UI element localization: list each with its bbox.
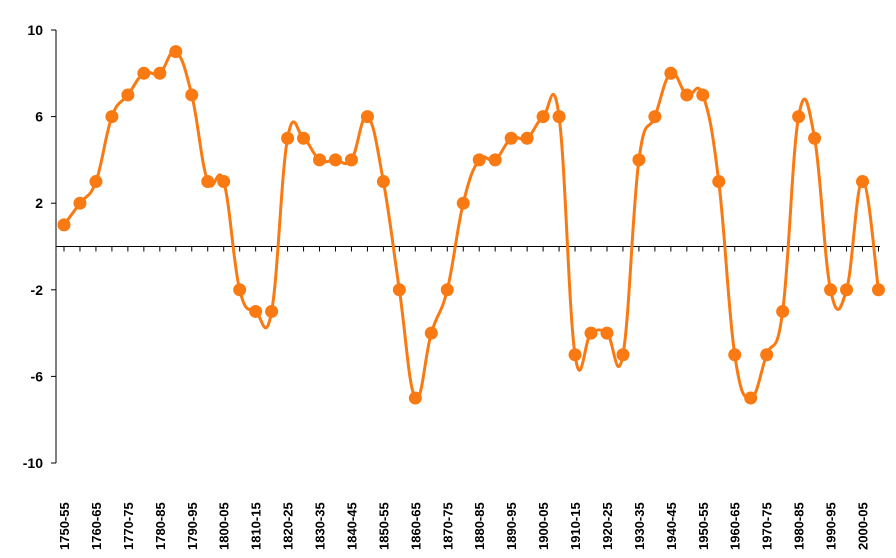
y-tick-label: -10 bbox=[23, 455, 43, 471]
data-point bbox=[616, 348, 630, 362]
data-point bbox=[424, 326, 438, 340]
x-tick-label: 1860-65 bbox=[408, 502, 423, 550]
data-point bbox=[456, 196, 470, 210]
data-point bbox=[792, 110, 806, 124]
x-tick-label: 1830-35 bbox=[313, 502, 328, 550]
x-tick-label: 1780-85 bbox=[153, 502, 168, 550]
data-point bbox=[728, 348, 742, 362]
data-point bbox=[552, 110, 566, 124]
x-tick-label: 1960-65 bbox=[728, 502, 743, 550]
data-point bbox=[137, 66, 151, 80]
data-point bbox=[696, 88, 710, 102]
data-point bbox=[249, 304, 263, 318]
data-point bbox=[536, 110, 550, 124]
data-point bbox=[121, 88, 135, 102]
data-point bbox=[328, 153, 342, 167]
x-tick-label: 1980-85 bbox=[792, 502, 807, 550]
data-point bbox=[313, 153, 327, 167]
data-point bbox=[520, 131, 534, 145]
x-tick-label: 1770-75 bbox=[121, 502, 136, 550]
x-tick-label: 1910-15 bbox=[568, 502, 583, 550]
y-tick-label: -6 bbox=[31, 368, 44, 384]
data-point bbox=[376, 175, 390, 189]
x-tick-label: 1840-45 bbox=[344, 502, 359, 550]
x-tick-label: 1810-15 bbox=[249, 502, 264, 550]
data-point bbox=[488, 153, 502, 167]
data-point bbox=[584, 326, 598, 340]
data-point bbox=[169, 45, 183, 59]
x-tick-label: 1920-25 bbox=[600, 502, 615, 550]
x-tick-label: 1750-55 bbox=[57, 502, 72, 550]
data-point bbox=[664, 66, 678, 80]
data-point bbox=[776, 304, 790, 318]
x-tick-label: 1870-75 bbox=[440, 502, 455, 550]
data-point bbox=[217, 175, 231, 189]
data-point bbox=[840, 283, 854, 297]
x-tick-label: 1990-95 bbox=[824, 502, 839, 550]
data-point bbox=[871, 283, 885, 297]
y-tick-label: 6 bbox=[35, 109, 43, 125]
data-point bbox=[504, 131, 518, 145]
data-point bbox=[408, 391, 422, 405]
x-tick-label: 1900-05 bbox=[536, 502, 551, 550]
data-point bbox=[360, 110, 374, 124]
data-point bbox=[297, 131, 311, 145]
data-point bbox=[712, 175, 726, 189]
data-point bbox=[105, 110, 119, 124]
data-point bbox=[89, 175, 103, 189]
series-line bbox=[62, 49, 880, 401]
data-point bbox=[808, 131, 822, 145]
x-tick-label: 1850-55 bbox=[376, 502, 391, 550]
x-tick-label: 1760-65 bbox=[89, 502, 104, 550]
data-point bbox=[744, 391, 758, 405]
data-point bbox=[73, 196, 87, 210]
data-point bbox=[600, 326, 614, 340]
x-axis: 1750-55 1760-65 1770-75 1780-85 1790-95 1800-… bbox=[56, 246, 880, 550]
data-point bbox=[201, 175, 215, 189]
x-tick-label: 2000-05 bbox=[856, 502, 871, 550]
y-tick-label: 2 bbox=[35, 195, 43, 211]
x-tick-label: 1940-45 bbox=[664, 502, 679, 550]
data-point bbox=[648, 110, 662, 124]
y-tick-label: -2 bbox=[31, 282, 44, 298]
series-path bbox=[62, 49, 880, 401]
data-point bbox=[344, 153, 358, 167]
data-point bbox=[57, 218, 71, 232]
data-point bbox=[632, 153, 646, 167]
data-point bbox=[440, 283, 454, 297]
x-tick-label: 1950-55 bbox=[696, 502, 711, 550]
data-points bbox=[57, 45, 885, 405]
y-tick-label: 10 bbox=[27, 22, 43, 38]
y-axis: 10 6 2 -2 -6 -10 bbox=[23, 22, 57, 471]
data-point bbox=[185, 88, 199, 102]
data-point bbox=[153, 66, 167, 80]
data-point bbox=[856, 175, 869, 189]
data-point bbox=[392, 283, 406, 297]
x-tick-label: 1930-35 bbox=[632, 502, 647, 550]
data-point bbox=[568, 348, 582, 362]
x-tick-label: 1790-95 bbox=[185, 502, 200, 550]
data-point bbox=[760, 348, 774, 362]
data-point bbox=[281, 131, 295, 145]
x-tick-label: 1820-25 bbox=[281, 502, 296, 550]
data-point bbox=[680, 88, 694, 102]
data-point bbox=[233, 283, 247, 297]
x-tick-label: 1880-85 bbox=[472, 502, 487, 550]
data-point bbox=[265, 304, 279, 318]
x-tick-label: 1890-95 bbox=[504, 502, 519, 550]
data-point bbox=[824, 283, 838, 297]
x-tick-label: 1800-05 bbox=[217, 502, 232, 550]
data-point bbox=[472, 153, 486, 167]
x-tick-label: 1970-75 bbox=[760, 502, 775, 550]
